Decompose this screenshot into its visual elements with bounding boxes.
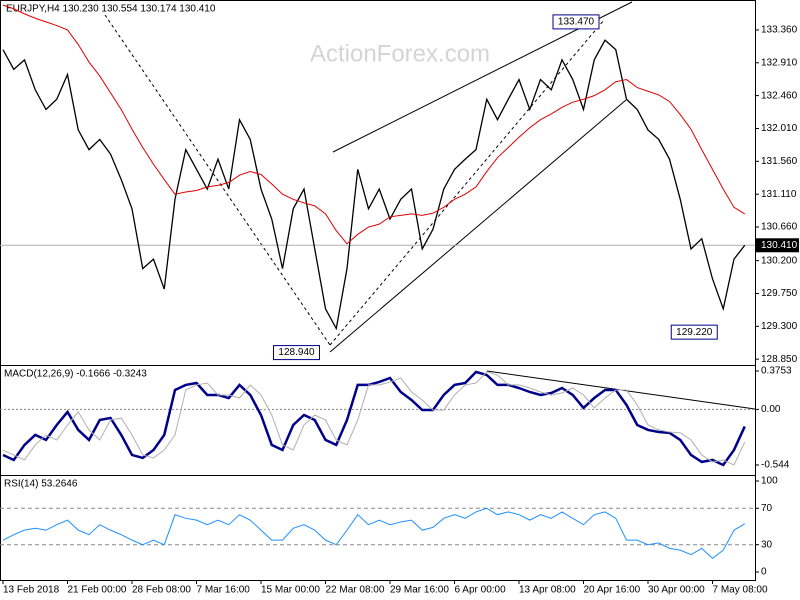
y-tick-label: 132.010 xyxy=(761,123,798,134)
panel-title: EURJPY,H4 130.230 130.554 130.174 130.41… xyxy=(6,4,216,15)
price-annotation-label: 128.940 xyxy=(278,347,315,358)
x-tick-label: 29 Mar 16:00 xyxy=(390,585,449,596)
y-tick-label: 131.560 xyxy=(761,156,798,167)
y-tick-label: 131.110 xyxy=(761,189,797,200)
panel-frame xyxy=(0,475,756,581)
x-tick-label: 15 Mar 00:00 xyxy=(261,585,320,596)
price-annotation-label: 133.470 xyxy=(558,17,595,28)
series-line xyxy=(2,370,746,467)
series-line xyxy=(2,507,746,559)
x-tick-label: 7 Mar 16:00 xyxy=(197,585,251,596)
y-tick-label: 129.300 xyxy=(761,321,798,332)
price-annotation-label: 129.220 xyxy=(676,327,713,338)
x-tick-label: 13 Apr 08:00 xyxy=(519,585,576,596)
watermark: ActionForex.com xyxy=(310,40,490,67)
price-annotation-box xyxy=(670,324,718,340)
y-tick-label: 0 xyxy=(761,567,767,578)
x-tick-label: 7 May 08:00 xyxy=(713,585,768,596)
price-annotation-box xyxy=(273,345,320,361)
last-price-label: 130.410 xyxy=(761,240,798,251)
y-tick-label: 0.3753 xyxy=(761,366,792,377)
y-tick-label: 70 xyxy=(761,503,773,514)
x-tick-label: 6 Apr 00:00 xyxy=(455,585,507,596)
trend-line xyxy=(329,99,627,353)
panel-title: RSI(14) 53.2646 xyxy=(4,479,78,490)
y-tick-label: 133.360 xyxy=(761,25,798,36)
x-tick-label: 30 Apr 00:00 xyxy=(648,585,705,596)
x-tick-label: 20 Apr 16:00 xyxy=(584,585,641,596)
series-line xyxy=(2,4,746,245)
y-tick-label: 130.660 xyxy=(761,222,798,233)
series-line xyxy=(2,39,746,331)
dashed-line xyxy=(329,19,605,346)
y-tick-label: 0.00 xyxy=(761,404,781,415)
dashed-line xyxy=(104,14,331,346)
panel-title: MACD(12,26,9) -0.1666 -0.3243 xyxy=(4,369,147,380)
x-tick-label: 21 Feb 00:00 xyxy=(68,585,127,596)
y-tick-label: 30 xyxy=(761,539,773,550)
last-price-box xyxy=(755,238,799,253)
x-tick-label: 28 Feb 08:00 xyxy=(132,585,191,596)
y-tick-label: 128.850 xyxy=(761,354,798,365)
y-tick-label: 132.460 xyxy=(761,90,798,101)
x-tick-label: 13 Feb 2018 xyxy=(3,585,60,596)
x-tick-label: 22 Mar 08:00 xyxy=(326,585,385,596)
y-tick-label: 132.910 xyxy=(761,57,798,68)
y-tick-label: 100 xyxy=(761,476,778,487)
y-tick-label: 129.750 xyxy=(761,288,798,299)
y-tick-label: -0.544 xyxy=(761,460,790,471)
series-line xyxy=(2,371,746,466)
y-tick-label: 130.200 xyxy=(761,255,798,266)
price-annotation-box xyxy=(552,14,600,30)
